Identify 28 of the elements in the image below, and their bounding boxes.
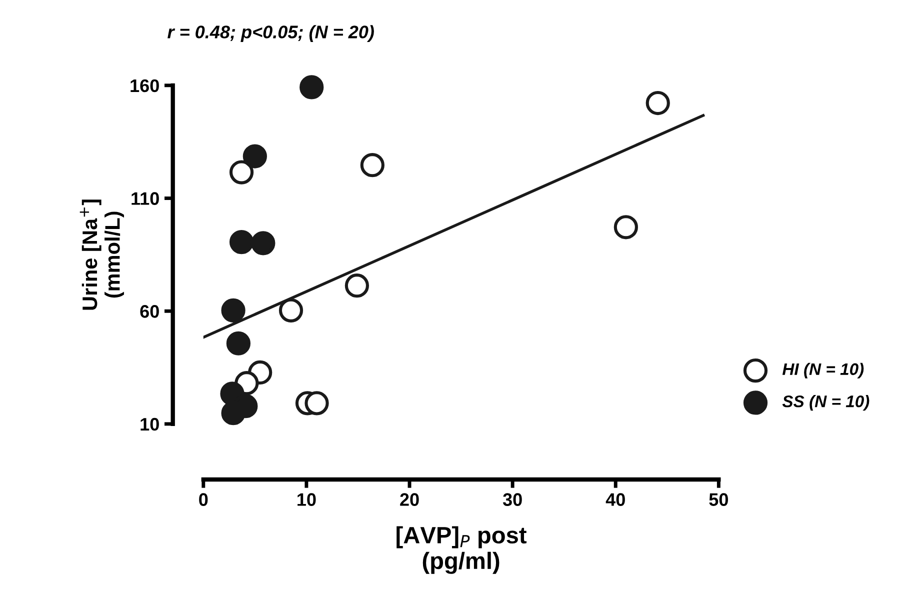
point: [614, 215, 638, 240]
point: [221, 298, 246, 322]
point: [360, 153, 384, 178]
point: [278, 298, 304, 322]
x-tick-label: 10: [298, 493, 316, 506]
point: [229, 230, 254, 254]
point: [304, 391, 329, 416]
legend-label: SS (N = 10): [782, 395, 870, 411]
point: [229, 160, 254, 184]
point: [300, 75, 324, 100]
chart-title: r = 0.48; p<0.05; (N = 20): [168, 25, 374, 42]
legend-label: HI (N = 10): [782, 362, 864, 378]
x-tick-label: 30: [502, 493, 522, 506]
x-tick-label: 40: [606, 493, 625, 506]
y-tick-label: 160: [130, 79, 159, 92]
x-tick-label: 20: [400, 493, 419, 506]
point: [226, 331, 250, 356]
point: [251, 231, 276, 256]
point: [242, 144, 267, 168]
point: [646, 90, 670, 116]
x-tick-label: 0: [199, 493, 208, 506]
y-tick-label: 10: [140, 418, 159, 431]
point: [344, 274, 370, 298]
y-tick-label: 110: [132, 192, 159, 205]
y-axis-title: Urine [Na$^{+}$] (mmol/L): [80, 200, 124, 310]
x-axis-title: [AVP]$_{P}$ post (pg/ml): [396, 526, 527, 574]
x-tick-label: 50: [709, 493, 728, 506]
y-tick-label: 60: [140, 305, 159, 318]
